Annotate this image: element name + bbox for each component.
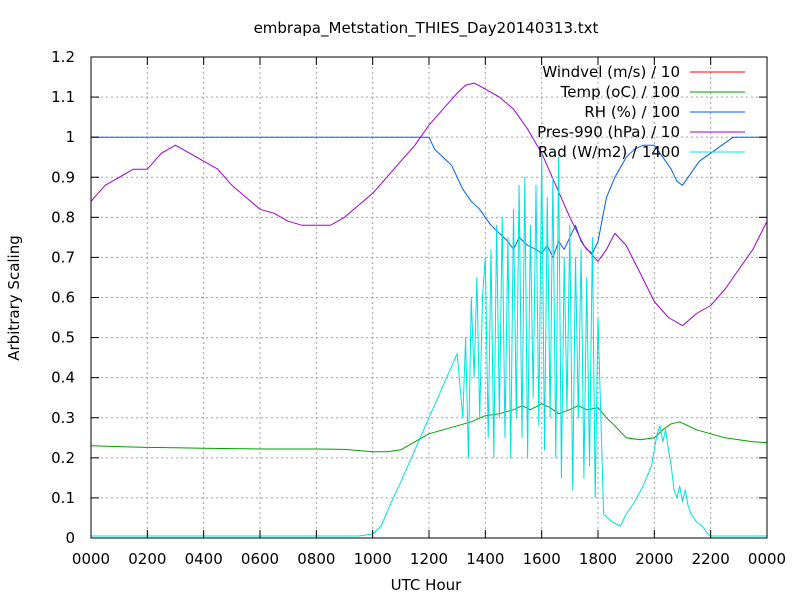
- x-tick-label: 0000: [72, 550, 110, 568]
- x-tick-label: 1600: [523, 550, 561, 568]
- x-axis-label: UTC Hour: [391, 576, 462, 594]
- legend-label: Pres-990 (hPa) / 10: [537, 123, 680, 141]
- ticks: [90, 56, 768, 539]
- x-tick-label: 0200: [128, 550, 166, 568]
- y-tick-label: 0.3: [51, 409, 75, 427]
- x-tick-label: 2200: [692, 550, 730, 568]
- y-tick-labels: 0 0.1 0.2 0.3 0.4 0.5 0.6 0.7 0.8 0.9 1 1.1 1.2: [51, 48, 75, 547]
- legend-label: Windvel (m/s) / 10: [542, 63, 680, 81]
- x-tick-label: 1400: [466, 550, 504, 568]
- y-tick-label: 0.6: [51, 289, 75, 307]
- series-line-temp-oc-100: [90, 403, 768, 453]
- series-line-pres-990-hpa-10: [90, 82, 768, 327]
- x-tick-labels: 0000 0200 0400 0600 0800 1000 1200 1400 1600 1800…: [72, 550, 786, 568]
- legend: Windvel (m/s) / 10 Temp (oC) / 100 RH (%) …: [537, 63, 745, 161]
- x-tick-label: 0000: [748, 550, 786, 568]
- series-line-rad-w-m2-1400: [91, 152, 767, 537]
- y-axis-label: Arbitrary Scaling: [5, 235, 23, 361]
- legend-label: Temp (oC) / 100: [560, 83, 680, 101]
- x-tick-label: 1200: [410, 550, 448, 568]
- y-tick-label: 1: [65, 128, 75, 146]
- y-tick-label: 0.5: [51, 329, 75, 347]
- x-tick-label: 1000: [354, 550, 392, 568]
- x-tick-label: 0800: [297, 550, 335, 568]
- series-layer: [90, 82, 768, 537]
- y-tick-label: 0: [65, 529, 75, 547]
- y-tick-label: 0.9: [51, 168, 75, 186]
- legend-label: Rad (W/m2) / 1400: [538, 143, 680, 161]
- x-tick-label: 0400: [185, 550, 223, 568]
- y-tick-label: 1.1: [51, 88, 75, 106]
- y-tick-label: 1.2: [51, 48, 75, 66]
- y-tick-label: 0.4: [51, 369, 75, 387]
- x-tick-label: 1800: [579, 550, 617, 568]
- x-tick-label: 0600: [241, 550, 279, 568]
- y-tick-label: 0.2: [51, 449, 75, 467]
- x-tick-label: 2000: [635, 550, 673, 568]
- series-line-rh-100: [91, 136, 767, 258]
- chart-title: embrapa_Metstation_THIES_Day20140313.txt: [254, 19, 599, 38]
- y-tick-label: 0.8: [51, 208, 75, 226]
- y-tick-label: 0.1: [51, 489, 75, 507]
- legend-label: RH (%) / 100: [584, 103, 680, 121]
- y-tick-label: 0.7: [51, 248, 75, 266]
